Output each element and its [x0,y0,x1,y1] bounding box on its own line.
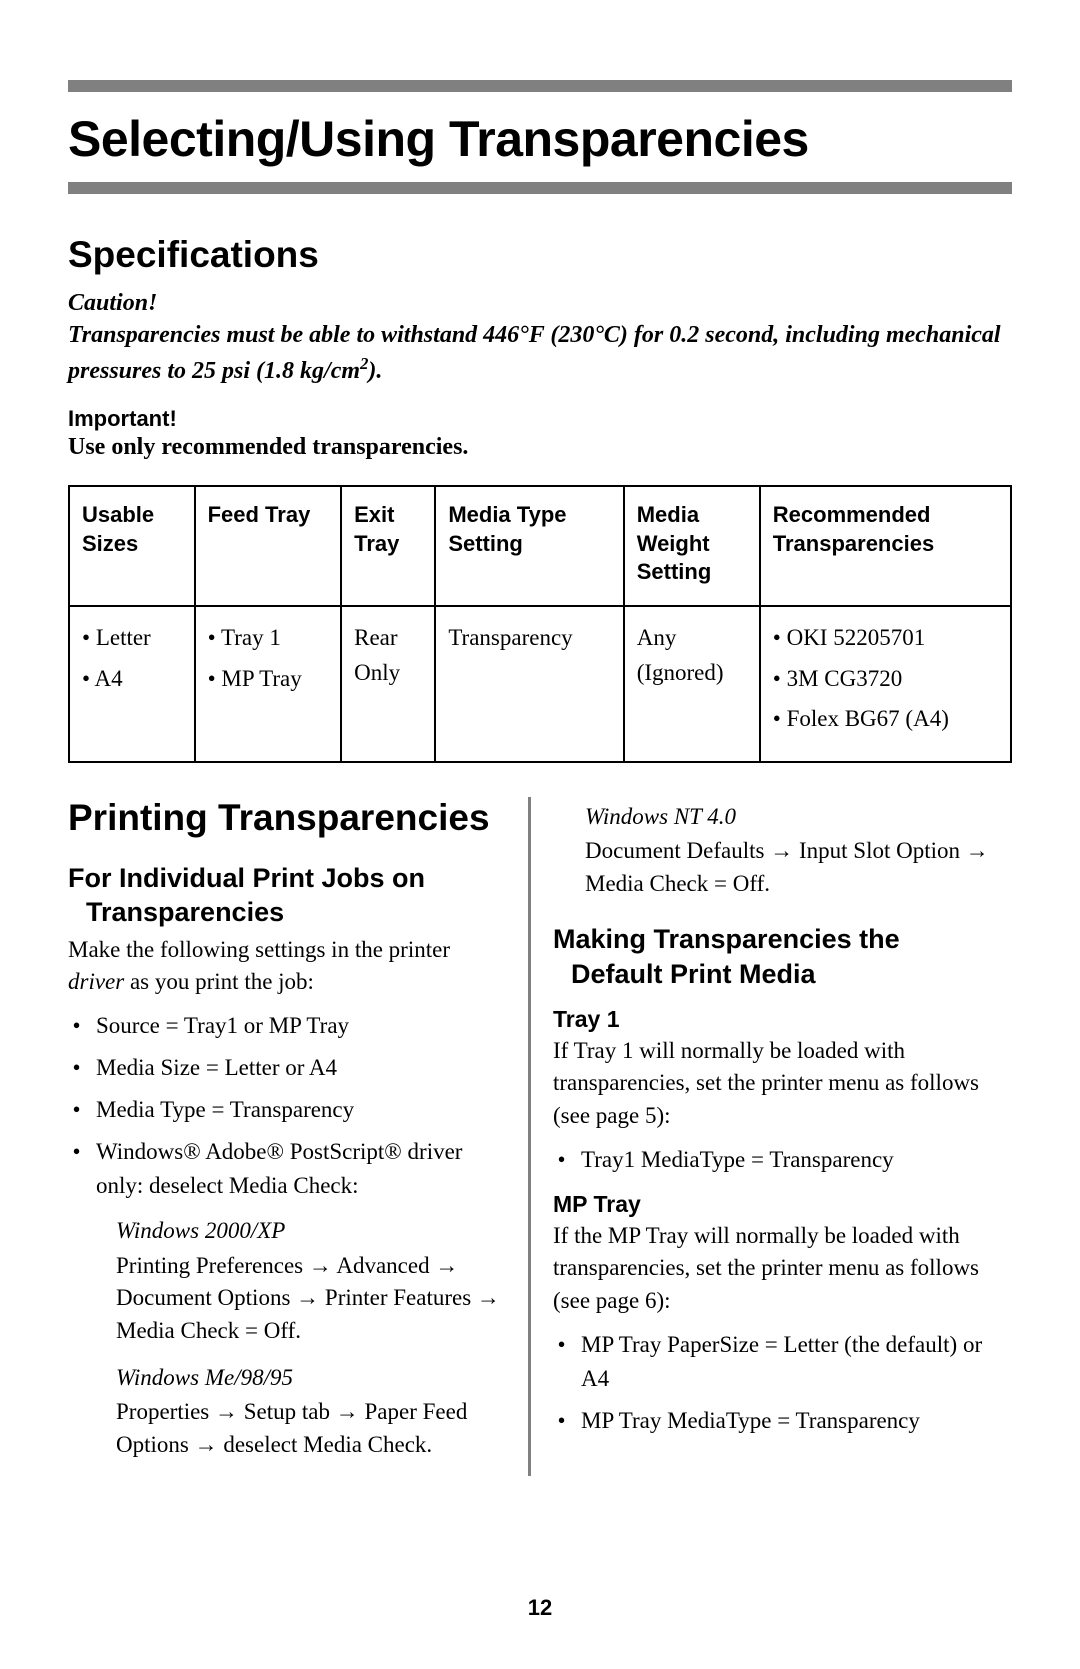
sub-winnt40: Windows NT 4.0 Document Defaults → Input… [553,801,990,901]
heading-line2: Default Print Media [553,957,990,992]
col-feed-tray: Feed Tray [195,486,342,606]
list-item: Windows® Adobe® PostScript® driver only:… [92,1135,510,1203]
sub-body: Document Defaults → Input Slot Option → … [585,838,989,896]
printing-heading: Printing Transparencies [68,797,510,839]
sub-title: Windows Me/98/95 [116,1362,510,1395]
col-media-weight: Media Weight Setting [624,486,760,606]
list-item: Letter [82,621,182,656]
col-media-type: Media Type Setting [435,486,623,606]
list-item: Folex BG67 (A4) [773,702,998,737]
caution-body: Transparencies must be able to withstand… [68,319,1012,388]
table-header: Usable Sizes Feed Tray Exit Tray Media T… [69,486,1011,606]
important-label: Important! [68,406,1012,432]
mptray-body: If the MP Tray will normally be loaded w… [553,1220,990,1318]
cell-feed-tray: Tray 1 MP Tray [195,606,342,762]
two-column-layout: Printing Transparencies For Individual P… [68,797,1012,1476]
individual-heading: For Individual Print Jobs on Transparenc… [68,861,510,930]
cell-usable-sizes: Letter A4 [69,606,195,762]
col-usable-sizes: Usable Sizes [69,486,195,606]
important-body: Use only recommended transparencies. [68,434,1012,461]
list-item: OKI 52205701 [773,621,998,656]
sub-title: Windows 2000/XP [116,1215,510,1248]
list-item: MP Tray [208,662,329,697]
specifications-table: Usable Sizes Feed Tray Exit Tray Media T… [68,485,1012,762]
title-bottom-rule [68,182,1012,194]
table-row: Letter A4 Tray 1 MP Tray Rear Only Trans… [69,606,1011,762]
list-item: Media Type = Transparency [92,1093,510,1127]
sub-title: Windows NT 4.0 [585,801,990,834]
list-item: Tray1 MediaType = Transparency [577,1143,990,1177]
top-rule [68,80,1012,92]
table-header-row: Usable Sizes Feed Tray Exit Tray Media T… [69,486,1011,606]
tray1-label: Tray 1 [553,1006,990,1033]
default-media-heading: Making Transparencies the Default Print … [553,922,990,991]
list-item: MP Tray PaperSize = Letter (the default)… [577,1328,990,1396]
document-page: Selecting/Using Transparencies Specifica… [0,0,1080,1669]
mptray-bullets: MP Tray PaperSize = Letter (the default)… [553,1328,990,1438]
sub-body: Properties → Setup tab → Paper Feed Opti… [116,1399,467,1457]
list-item: 3M CG3720 [773,662,998,697]
list-item: Tray 1 [208,621,329,656]
caution-label: Caution! [68,290,1012,317]
heading-line1: For Individual Print Jobs on [68,863,425,893]
col-recommended: Recommended Transparencies [760,486,1011,606]
tray1-body: If Tray 1 will normally be loaded with t… [553,1035,990,1133]
list-item: Media Size = Letter or A4 [92,1051,510,1085]
right-column: Windows NT 4.0 Document Defaults → Input… [528,797,990,1476]
cell-media-type: Transparency [435,606,623,762]
individual-bullets: Source = Tray1 or MP Tray Media Size = L… [68,1009,510,1203]
sub-body: Printing Preferences → Advanced → Docume… [116,1253,500,1343]
tray1-bullets: Tray1 MediaType = Transparency [553,1143,990,1177]
page-title: Selecting/Using Transparencies [68,110,1012,168]
sub-win2000xp: Windows 2000/XP Printing Preferences → A… [68,1215,510,1348]
page-number: 12 [0,1595,1080,1621]
heading-line2: Transparencies [68,895,510,930]
list-item: A4 [82,662,182,697]
list-item: MP Tray MediaType = Transparency [577,1404,990,1438]
specifications-heading: Specifications [68,234,1012,276]
left-column: Printing Transparencies For Individual P… [68,797,528,1476]
sub-winme9895: Windows Me/98/95 Properties → Setup tab … [68,1362,510,1462]
col-exit-tray: Exit Tray [341,486,435,606]
heading-line1: Making Transparencies the [553,924,900,954]
individual-intro: Make the following settings in the print… [68,934,510,999]
mptray-label: MP Tray [553,1191,990,1218]
cell-media-weight: Any (Ignored) [624,606,760,762]
cell-recommended: OKI 52205701 3M CG3720 Folex BG67 (A4) [760,606,1011,762]
list-item: Source = Tray1 or MP Tray [92,1009,510,1043]
cell-exit-tray: Rear Only [341,606,435,762]
